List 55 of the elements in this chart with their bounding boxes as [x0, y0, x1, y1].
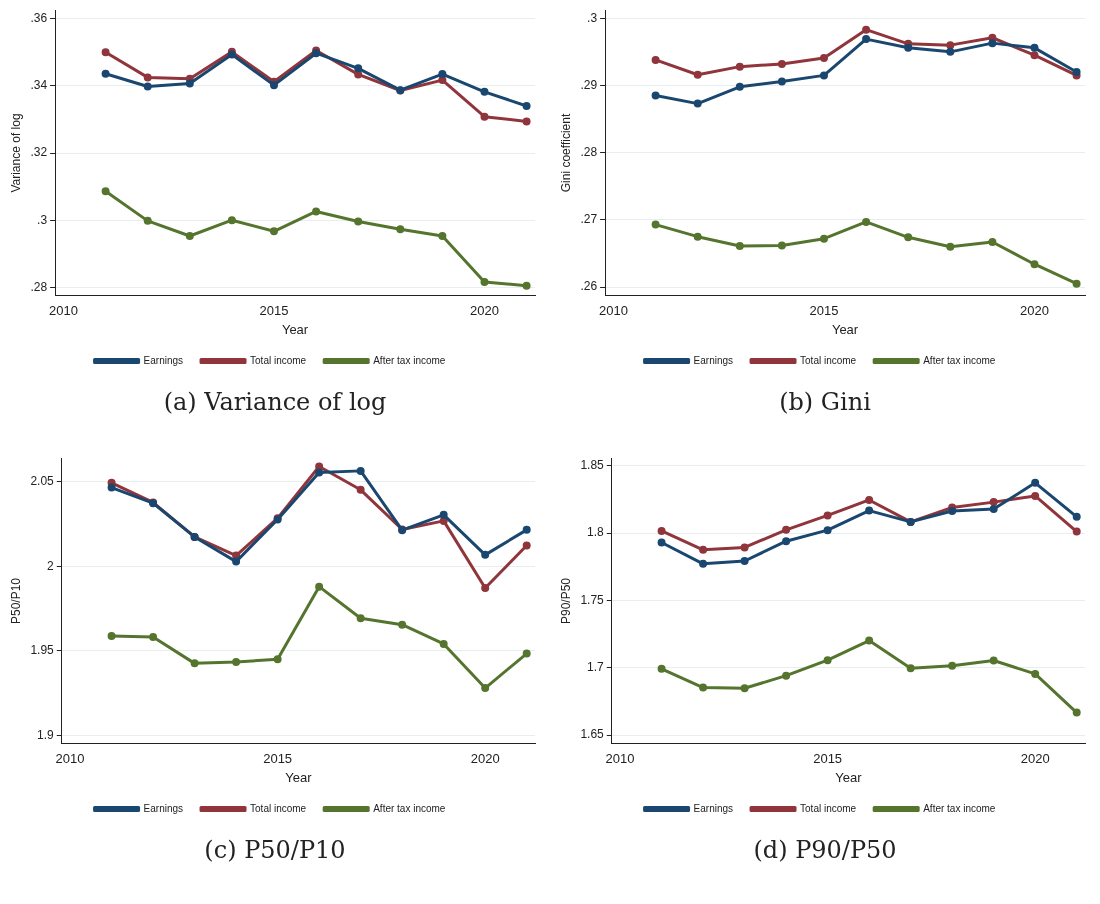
- y-tick-label: .34: [30, 78, 48, 93]
- y-tick-label: .29: [580, 77, 598, 92]
- y-axis-title: P50/P10: [8, 577, 23, 625]
- x-tick-label: 2015: [263, 751, 293, 767]
- x-tick-label: 2010: [55, 751, 85, 767]
- y-tick-label: 1.9: [37, 727, 55, 742]
- x-tick-label: 2020: [1020, 751, 1050, 767]
- x-tick-label: 2015: [259, 303, 289, 319]
- text: (b) Gini: [778, 388, 872, 416]
- y-tick-label: .3: [37, 212, 48, 227]
- x-tick-label: 2020: [1020, 303, 1049, 319]
- y-tick-label: .3: [587, 10, 598, 25]
- legend-label: Total income: [250, 802, 307, 814]
- x-axis-title: Year: [281, 321, 309, 337]
- x-axis-title: Year: [285, 769, 313, 785]
- y-axis-title: Variance of log: [8, 113, 23, 193]
- legend-label: After tax income: [923, 802, 996, 814]
- legend-label: After tax income: [373, 802, 446, 814]
- text: (c) P50/P10: [203, 836, 347, 864]
- x-tick-label: 2010: [49, 303, 78, 319]
- y-axis-title: Gini coefficient: [558, 113, 573, 193]
- x-axis-title: Year: [835, 769, 863, 785]
- legend-label: Earnings: [693, 802, 734, 814]
- legend-label: Earnings: [143, 354, 184, 366]
- x-tick-label: 2015: [809, 303, 839, 319]
- y-tick-label: .26: [580, 279, 598, 294]
- legend-label: Earnings: [143, 802, 184, 814]
- y-tick-label: 1.8: [587, 525, 605, 540]
- legend-label: Earnings: [693, 354, 734, 366]
- y-tick-label: 1.65: [580, 727, 605, 742]
- y-tick-label: .36: [30, 10, 48, 25]
- y-tick-label: 1.85: [580, 458, 605, 473]
- legend-label: After tax income: [923, 354, 996, 366]
- y-tick-label: 2.05: [30, 474, 55, 489]
- y-tick-label: 1.7: [587, 660, 605, 675]
- legend-label: After tax income: [373, 354, 446, 366]
- x-tick-label: 2015: [813, 751, 843, 767]
- y-tick-label: .28: [30, 279, 48, 294]
- x-tick-label: 2020: [470, 303, 499, 319]
- y-axis-title: P90/P50: [558, 577, 573, 625]
- legend-label: Total income: [250, 354, 307, 366]
- x-tick-label: 2020: [470, 751, 500, 767]
- y-tick-label: .28: [580, 144, 598, 159]
- y-tick-label: 1.95: [30, 643, 55, 658]
- x-axis-title: Year: [831, 321, 859, 337]
- text: (a) Variance of log: [162, 388, 388, 416]
- x-tick-label: 2010: [599, 303, 628, 319]
- legend-label: Total income: [800, 354, 857, 366]
- legend-label: Total income: [800, 802, 857, 814]
- y-tick-label: .32: [30, 145, 48, 160]
- y-tick-label: .27: [580, 212, 598, 227]
- text: (d) P90/P50: [752, 836, 898, 864]
- y-tick-label: 1.75: [580, 592, 605, 607]
- x-tick-label: 2010: [605, 751, 635, 767]
- y-tick-label: 2: [47, 558, 55, 573]
